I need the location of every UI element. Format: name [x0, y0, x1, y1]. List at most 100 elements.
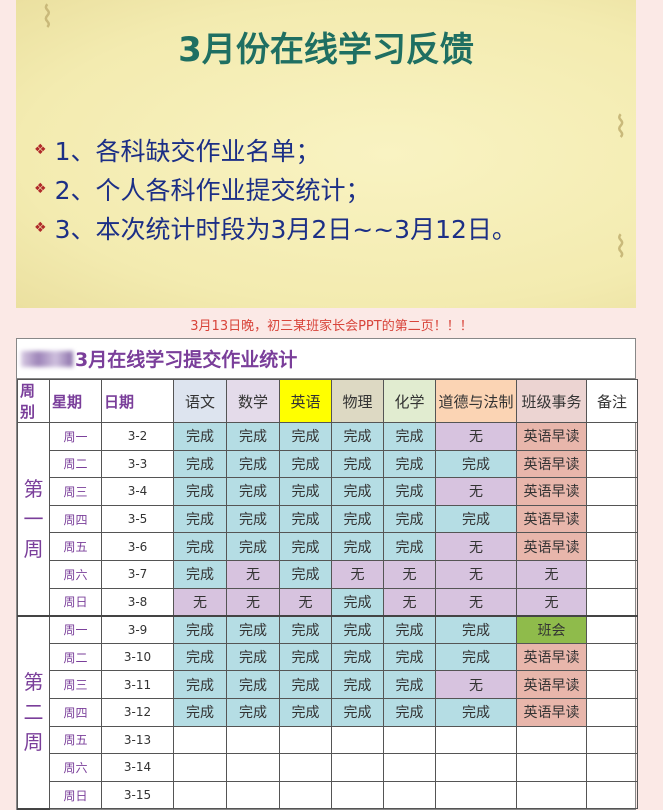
- table-row: 周四 3-12 完成 完成 完成 完成 完成 完成 英语早读: [18, 697, 638, 727]
- table-row: 周二 3-3 完成 完成 完成 完成 完成 完成 英语早读: [18, 449, 638, 479]
- date-cell: 3-10: [101, 642, 174, 672]
- status-cell: 完成: [383, 532, 436, 561]
- remark-cell: [586, 559, 638, 589]
- bullet-icon: ❖: [34, 180, 47, 197]
- status-cell: 完成: [383, 670, 436, 699]
- column-header: 日期: [101, 379, 174, 423]
- status-cell: 完成: [226, 422, 280, 451]
- status-cell: 完成: [435, 642, 517, 672]
- status-cell: 完成: [226, 670, 280, 699]
- sheet-title: 3月在线学习提交作业统计: [17, 339, 635, 379]
- column-header: 物理: [331, 379, 384, 423]
- status-cell: [516, 780, 587, 810]
- status-cell: 班会: [516, 614, 587, 644]
- column-header: 数学: [226, 379, 280, 423]
- status-cell: 完成: [173, 422, 227, 451]
- status-cell: [383, 780, 436, 810]
- status-cell: 无: [516, 559, 587, 589]
- status-cell: 无: [383, 559, 436, 589]
- remark-cell: [586, 697, 638, 727]
- status-cell: 完成: [173, 532, 227, 561]
- status-cell: 完成: [226, 697, 280, 727]
- date-cell: 3-7: [101, 559, 174, 589]
- weekday-cell: 周四: [49, 697, 102, 727]
- column-header: 道德与法制: [435, 379, 517, 423]
- status-cell: 完成: [331, 532, 384, 561]
- status-cell: 完成: [226, 532, 280, 561]
- remark-cell: [586, 780, 638, 810]
- caption: 3月13日晚，初三某班家长会PPT的第二页！！！: [190, 319, 473, 334]
- status-cell: 无: [383, 587, 436, 617]
- remark-cell: [586, 587, 638, 617]
- status-cell: 完成: [279, 697, 332, 727]
- remark-cell: [586, 670, 638, 699]
- status-cell: [331, 780, 384, 810]
- status-cell: 完成: [279, 422, 332, 451]
- blurred-name: [21, 350, 73, 367]
- status-cell: 无: [173, 587, 227, 617]
- date-cell: 3-3: [101, 449, 174, 479]
- status-cell: 完成: [173, 670, 227, 699]
- status-cell: 完成: [173, 642, 227, 672]
- status-cell: 完成: [331, 587, 384, 617]
- table-row: 周日 3-8 无无无完成无无无: [18, 587, 638, 617]
- status-cell: 完成: [383, 642, 436, 672]
- status-cell: [173, 753, 227, 782]
- swirl-decoration-icon: ⌇: [40, 0, 55, 35]
- status-cell: [226, 780, 280, 810]
- status-cell: [226, 725, 280, 755]
- status-cell: 无: [226, 559, 280, 589]
- status-cell: [516, 725, 587, 755]
- slide-list-item: ❖ 1、各科缺交作业名单；: [34, 130, 517, 169]
- status-cell: 完成: [279, 449, 332, 479]
- status-cell: 完成: [331, 477, 384, 506]
- remark-cell: [586, 449, 638, 479]
- status-cell: 英语早读: [516, 477, 587, 506]
- status-cell: 完成: [173, 697, 227, 727]
- swirl-decoration-icon: ⌇: [613, 230, 628, 265]
- swirl-decoration-icon: ⌇: [613, 110, 628, 145]
- status-cell: 英语早读: [516, 532, 587, 561]
- status-cell: 英语早读: [516, 504, 587, 534]
- status-cell: 完成: [173, 614, 227, 644]
- status-cell: 完成: [173, 477, 227, 506]
- status-cell: [435, 725, 517, 755]
- weekday-cell: 周三: [49, 670, 102, 699]
- remark-cell: [586, 753, 638, 782]
- status-cell: 完成: [435, 504, 517, 534]
- table-row: 周二 3-10 完成 完成 完成 完成 完成 完成 英语早读: [18, 642, 638, 672]
- status-cell: [383, 753, 436, 782]
- status-cell: 英语早读: [516, 422, 587, 451]
- status-cell: [173, 725, 227, 755]
- date-cell: 3-5: [101, 504, 174, 534]
- week-label: 第一周: [23, 476, 44, 561]
- status-cell: [435, 753, 517, 782]
- status-cell: 完成: [279, 614, 332, 644]
- status-cell: 完成: [435, 614, 517, 644]
- sheet-title-text: 3月在线学习提交作业统计: [75, 349, 298, 371]
- status-cell: 完成: [383, 477, 436, 506]
- slide-item-text: 1、各科缺交作业名单；: [54, 136, 321, 166]
- column-header: 星期: [49, 379, 102, 423]
- status-cell: 英语早读: [516, 449, 587, 479]
- weekday-cell: 周二: [49, 642, 102, 672]
- status-cell: [383, 725, 436, 755]
- table-row: 周日 3-15: [18, 780, 638, 810]
- remark-cell: [586, 642, 638, 672]
- homework-table: 周别 星期 日期 语文 数学 英语 物理 化学 道德与法制 班级事务 备注 第一周 周一 3-2 完成 完成…: [17, 379, 638, 810]
- slide-image: ⌇ ⌇ ⌇ 3月份在线学习反馈 ❖ 1、各科缺交作业名单； ❖ 2、个人各科作业提交…: [16, 0, 636, 308]
- status-cell: 完成: [279, 670, 332, 699]
- status-cell: [226, 753, 280, 782]
- column-header: 班级事务: [516, 379, 587, 423]
- status-cell: 完成: [226, 504, 280, 534]
- date-cell: 3-13: [101, 725, 174, 755]
- status-cell: 完成: [279, 559, 332, 589]
- weekday-cell: 周六: [49, 753, 102, 782]
- status-cell: 完成: [331, 449, 384, 479]
- status-cell: 英语早读: [516, 642, 587, 672]
- bullet-icon: ❖: [34, 219, 47, 236]
- table-row: 周六 3-14: [18, 753, 638, 782]
- date-cell: 3-14: [101, 753, 174, 782]
- date-cell: 3-6: [101, 532, 174, 561]
- remark-cell: [586, 532, 638, 561]
